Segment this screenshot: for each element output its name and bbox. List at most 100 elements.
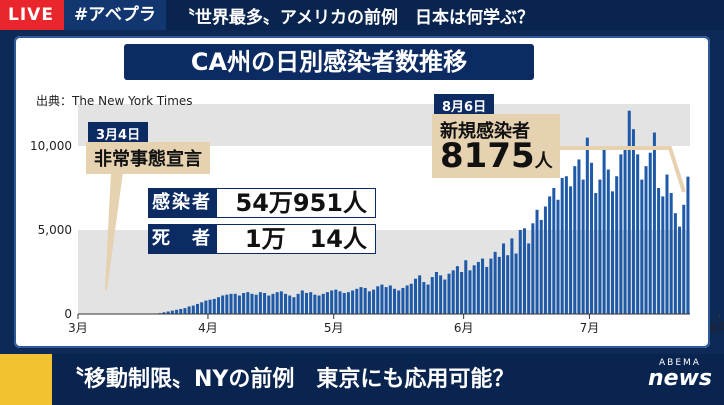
data-bar (552, 188, 556, 314)
data-bar (673, 213, 677, 314)
aug-callout-value: 8175人 (440, 136, 553, 182)
aug-callout-box: 新規感染者 8175人 (432, 114, 560, 178)
deaths-label: 死 者 (148, 224, 216, 254)
data-bar (409, 283, 413, 314)
data-bar (426, 284, 430, 314)
data-bar (585, 137, 589, 314)
data-bar (581, 179, 585, 314)
flag-icon (0, 354, 52, 405)
data-bar (539, 219, 543, 314)
y-axis: 0 5,000 10,000 (30, 139, 690, 321)
data-bar (359, 287, 363, 314)
data-bar (447, 273, 451, 314)
data-bar (531, 223, 535, 314)
bottom-bar: 〝移動制限〟NYの前例 東京にも応用可能？ ABEMA news (0, 354, 724, 405)
data-bar (342, 293, 346, 314)
headline: 〝世界最多〟アメリカの前例 日本は何学ぶ？ (177, 7, 534, 28)
data-bar (279, 291, 283, 314)
data-bar (564, 176, 568, 314)
x-tick-label: 7月 (580, 321, 600, 335)
aug-value-unit: 人 (534, 151, 553, 172)
data-bar (397, 290, 401, 314)
data-bar (606, 169, 610, 314)
data-bar (443, 279, 447, 314)
stat-row-cases: 感染者 54万951人 (148, 188, 376, 218)
data-bar (317, 295, 321, 314)
chart-title: CA州の日別感染者数推移 (124, 44, 534, 80)
data-bar (610, 191, 614, 314)
data-bar (393, 288, 397, 314)
data-bar (451, 270, 455, 314)
data-bar (619, 154, 623, 314)
logo-top: ABEMA (659, 358, 701, 368)
data-bar (485, 266, 489, 314)
data-bar (242, 293, 246, 314)
data-bar (686, 176, 690, 314)
data-bar (263, 293, 267, 314)
aug-leader-line (560, 146, 686, 193)
data-bar (573, 166, 577, 314)
data-bar (602, 149, 606, 314)
data-bar (468, 270, 472, 314)
data-bar (267, 295, 271, 314)
x-tick-label: 6月 (454, 321, 474, 335)
deaths-value: 1万 14人 (216, 224, 376, 254)
data-bar (254, 294, 258, 314)
abema-news-logo: ABEMA news (648, 358, 712, 390)
stat-row-deaths: 死 者 1万 14人 (148, 224, 376, 254)
data-bar (258, 292, 262, 314)
cases-label: 感染者 (148, 188, 216, 218)
data-bar (367, 291, 371, 314)
data-bar (284, 293, 288, 314)
data-bar (598, 179, 602, 314)
data-bar (233, 293, 237, 314)
stats-box: 感染者 54万951人 死 者 1万 14人 (148, 188, 376, 260)
x-tick-label: 3月 (68, 321, 88, 335)
data-bar (376, 286, 380, 314)
data-bar (191, 305, 195, 314)
chart-bars (158, 110, 690, 314)
aug-date-label: 8月6日 (434, 94, 495, 117)
callout-lines (105, 146, 686, 291)
cases-value: 54万951人 (216, 188, 376, 218)
data-bar (543, 206, 547, 314)
data-bar (300, 290, 304, 314)
y-tick-label: 5,000 (38, 223, 72, 237)
aug-value-number: 8175 (440, 136, 535, 176)
data-bar (657, 188, 661, 314)
y-tick-label: 10,000 (30, 139, 72, 153)
data-bar (216, 297, 220, 314)
data-bar (527, 243, 531, 314)
data-bar (522, 228, 526, 314)
data-bar (481, 258, 485, 314)
data-bar (170, 310, 174, 314)
data-bar (388, 285, 392, 314)
data-bar (196, 303, 200, 314)
data-bar (288, 295, 292, 314)
data-bar (187, 306, 191, 314)
top-bar: LIVE #アベプラ 〝世界最多〟アメリカの前例 日本は何学ぶ？ (0, 0, 724, 30)
data-bar (493, 251, 497, 314)
band-top (78, 104, 690, 146)
data-bar (363, 287, 367, 314)
data-bar (330, 290, 334, 314)
data-bar (212, 298, 216, 314)
program-tag: #アベプラ (63, 0, 166, 30)
data-bar (413, 278, 417, 314)
data-bar (669, 193, 673, 314)
bottom-headline: 〝移動制限〟NYの前例 東京にも応用可能？ (62, 367, 515, 392)
data-bar (472, 265, 476, 314)
data-bar (640, 179, 644, 314)
data-bar (422, 282, 426, 314)
data-bar (636, 154, 640, 314)
logo-main: news (647, 366, 712, 391)
x-tick-label: 5月 (324, 321, 344, 335)
data-bar (271, 293, 275, 314)
data-bar (175, 309, 179, 314)
data-bar (678, 226, 682, 314)
data-bar (200, 302, 204, 314)
data-bar (162, 312, 166, 314)
data-bar (304, 293, 308, 314)
data-bar (631, 129, 635, 314)
data-bar (275, 292, 279, 314)
